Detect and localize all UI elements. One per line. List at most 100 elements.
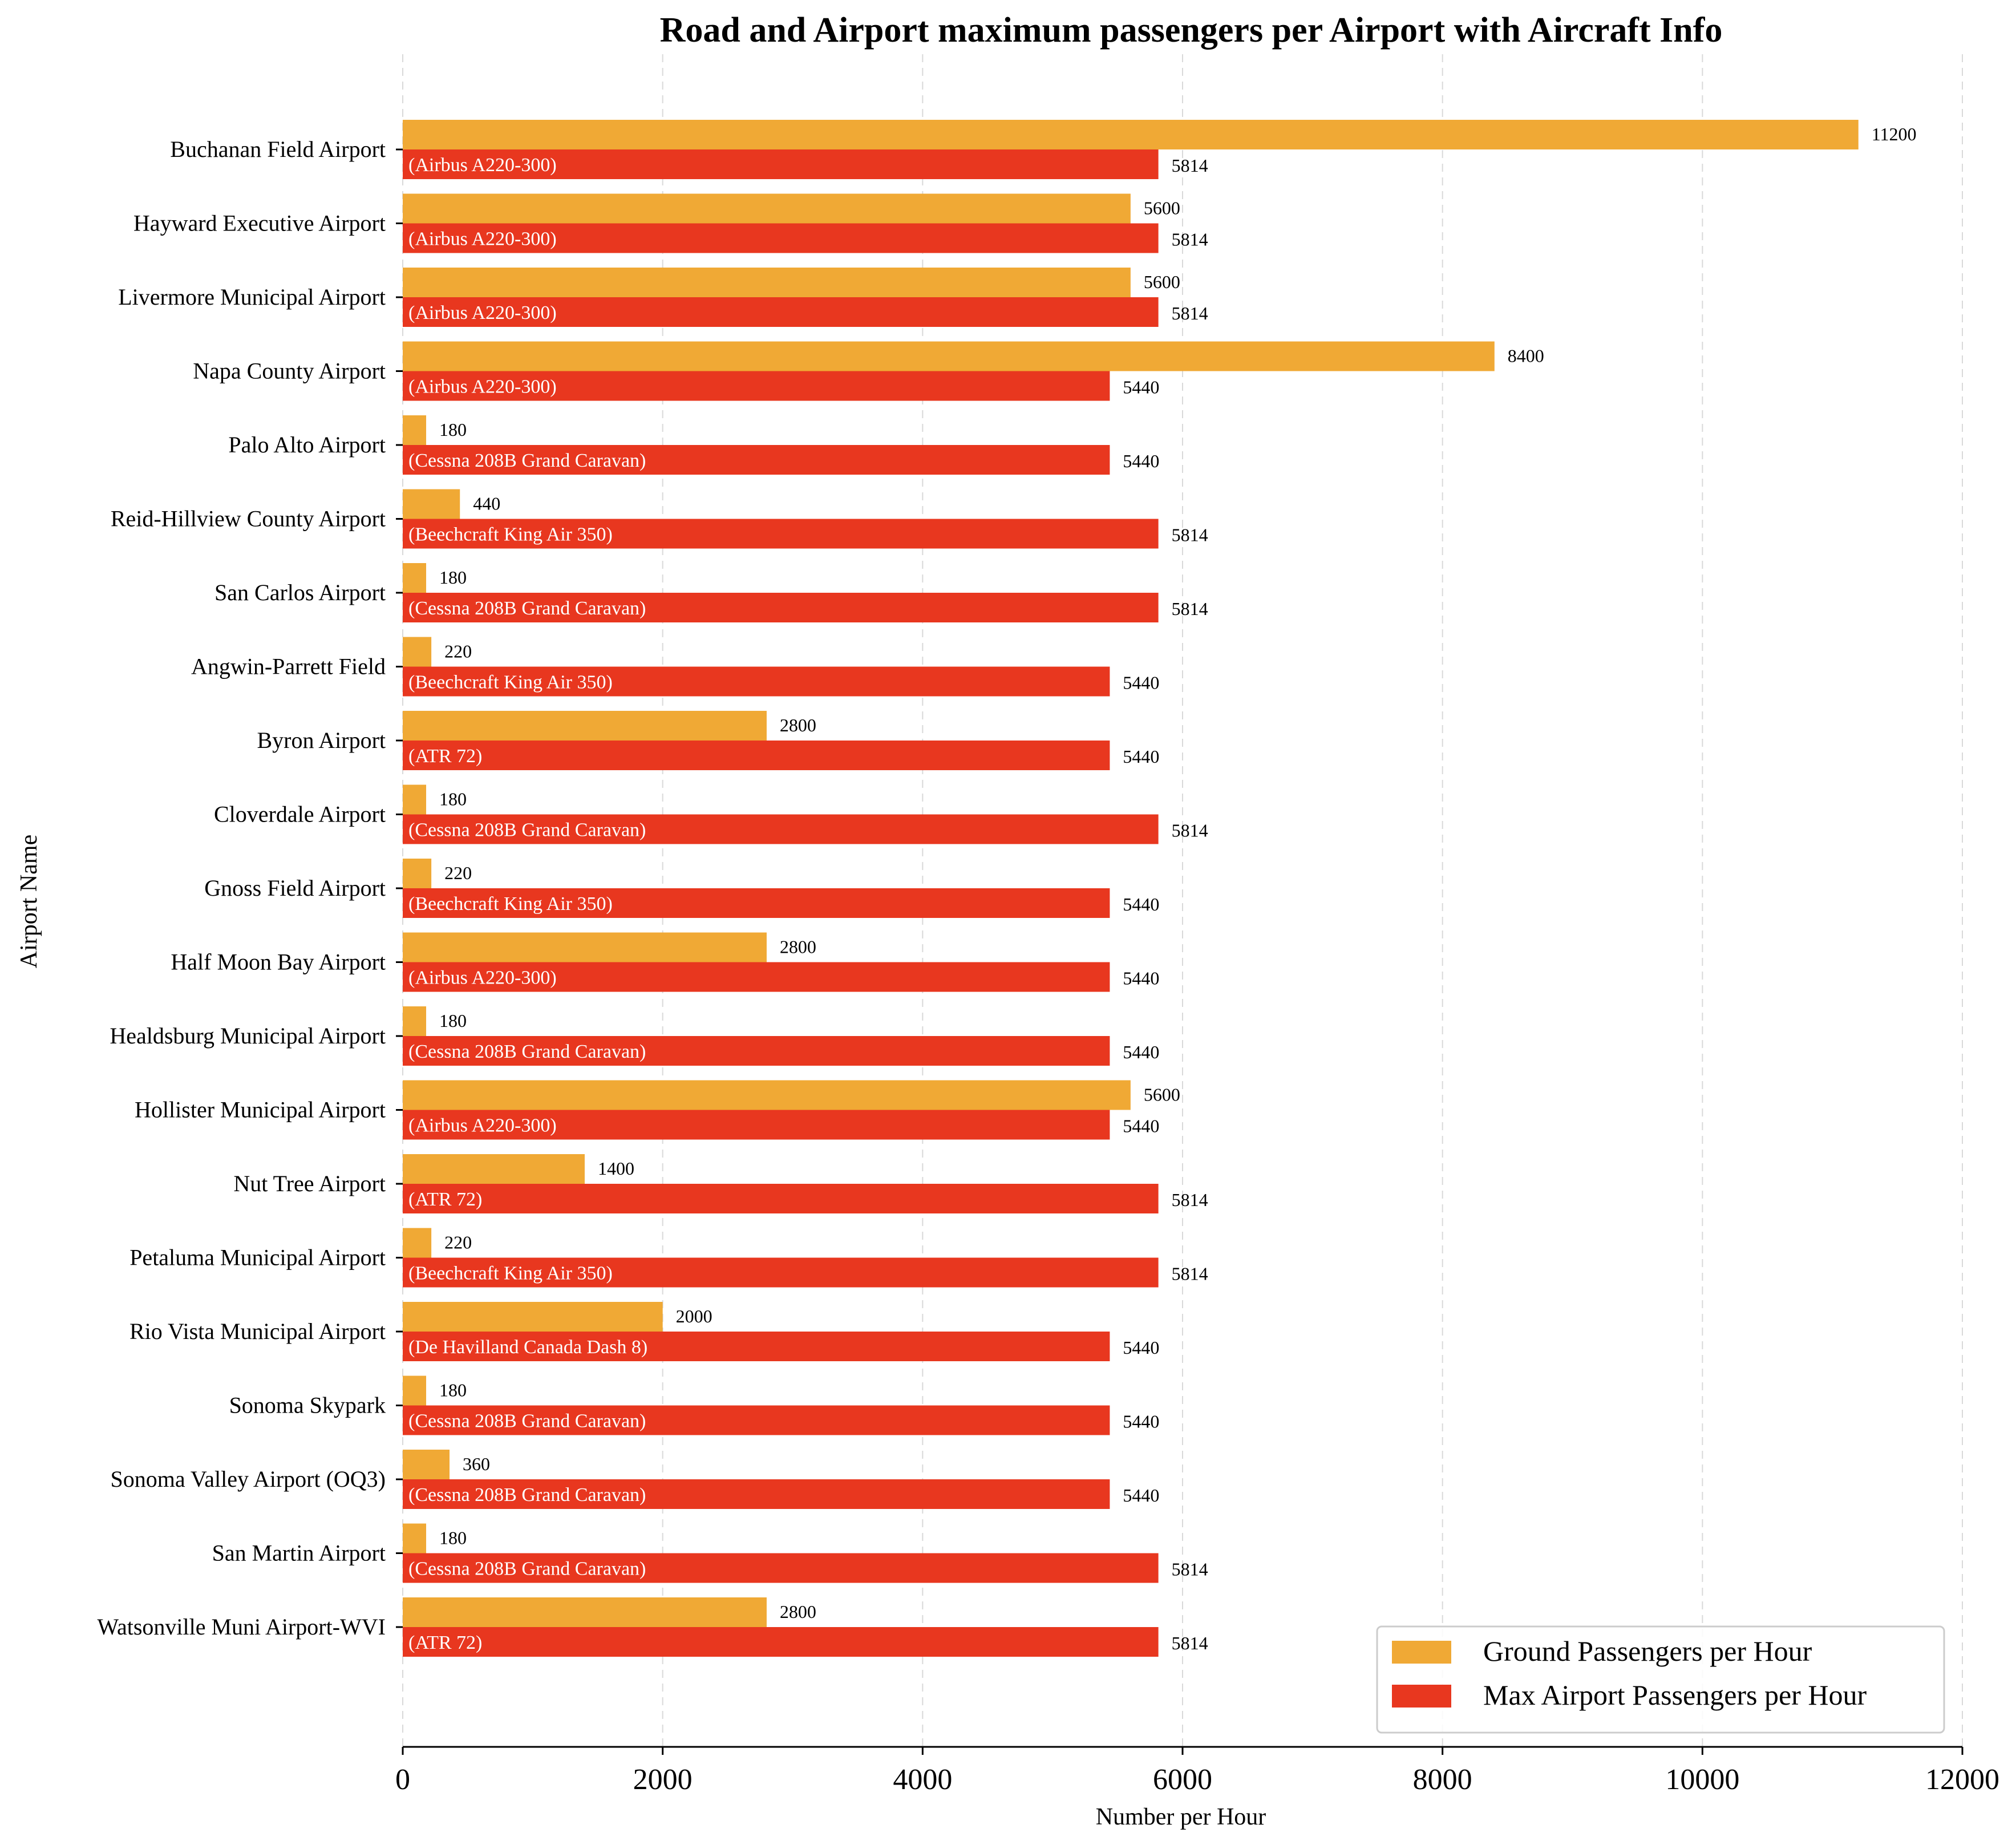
chart-title: Road and Airport maximum passengers per … [660, 11, 1723, 50]
max-airport-bar [403, 962, 1110, 992]
ground-bar [403, 1154, 585, 1184]
ground-bar [403, 1302, 663, 1332]
max-airport-bar [403, 888, 1110, 918]
ground-value-label: 2800 [780, 1601, 816, 1622]
x-tick-label: 12000 [1925, 1763, 1999, 1796]
aircraft-label: (ATR 72) [408, 746, 482, 767]
x-ticks: 0 2000 4000 6000 8000 10000 12000 [395, 1747, 1999, 1796]
y-tick-label: Byron Airport [257, 727, 386, 753]
x-tick-label: 10000 [1665, 1763, 1739, 1796]
ground-value-label: 220 [444, 1232, 472, 1253]
max-airport-value-label: 5814 [1172, 1264, 1208, 1284]
max-airport-value-label: 5440 [1123, 1116, 1159, 1136]
max-airport-value-label: 5440 [1123, 1042, 1159, 1062]
y-tick-label: Reid-Hillview County Airport [111, 506, 386, 532]
max-airport-value-label: 5440 [1123, 1411, 1159, 1432]
ground-value-label: 2000 [676, 1306, 713, 1326]
x-tick-label: 0 [395, 1763, 410, 1796]
ground-bar [403, 1523, 427, 1553]
max-airport-bar [403, 1184, 1159, 1213]
ground-value-label: 2800 [780, 715, 816, 735]
ground-value-label: 220 [444, 863, 472, 883]
ground-value-label: 11200 [1872, 124, 1917, 144]
max-airport-value-label: 5440 [1123, 1485, 1159, 1506]
x-tick-label: 4000 [893, 1763, 952, 1796]
ground-value-label: 5600 [1144, 1085, 1180, 1105]
y-tick-label: Angwin-Parrett Field [191, 654, 386, 679]
max-airport-bar [403, 1036, 1110, 1066]
ground-value-label: 5600 [1144, 198, 1180, 219]
max-airport-value-label: 5440 [1123, 746, 1159, 767]
max-airport-bar [403, 1332, 1110, 1361]
max-airport-value-label: 5814 [1172, 525, 1208, 545]
aircraft-label: (Beechcraft King Air 350) [408, 524, 613, 545]
ground-bar [403, 193, 1131, 224]
aircraft-label: (Cessna 208B Grand Caravan) [408, 1041, 646, 1062]
y-tick-label: Livermore Municipal Airport [118, 284, 386, 310]
aircraft-label: (Cessna 208B Grand Caravan) [408, 450, 646, 471]
ground-bar [403, 1597, 767, 1627]
x-tick-label: 6000 [1153, 1763, 1212, 1796]
ground-value-label: 180 [439, 419, 467, 440]
ground-bar [403, 784, 427, 815]
ground-bar [403, 268, 1131, 297]
y-tick-label: Buchanan Field Airport [170, 136, 386, 162]
aircraft-label: (Airbus A220-300) [408, 229, 557, 250]
max-airport-bar [403, 223, 1159, 253]
bars: 11200 5814 (Airbus A220-300) 5600 5814 (Airbu… [403, 120, 1917, 1657]
max-airport-value-label: 5440 [1123, 894, 1159, 915]
max-airport-bar [403, 1405, 1110, 1435]
max-airport-value-label: 5440 [1123, 673, 1159, 693]
ground-value-label: 1400 [598, 1158, 634, 1179]
max-airport-bar [403, 666, 1110, 697]
legend-swatch-max-airport [1392, 1685, 1451, 1708]
y-tick-label: Healdsburg Municipal Airport [110, 1023, 386, 1049]
aircraft-label: (Beechcraft King Air 350) [408, 893, 613, 915]
ground-bar [403, 932, 767, 962]
x-tick-label: 2000 [633, 1763, 693, 1796]
aircraft-label: (Airbus A220-300) [408, 302, 557, 323]
max-airport-value-label: 5440 [1123, 968, 1159, 989]
y-tick-label: Palo Alto Airport [228, 432, 386, 458]
legend-swatch-ground [1392, 1641, 1451, 1664]
legend-box [1376, 1625, 1945, 1734]
ground-value-label: 220 [444, 641, 472, 662]
legend-label-ground: Ground Passengers per Hour [1483, 1635, 1812, 1667]
max-airport-bar [403, 593, 1159, 622]
ground-value-label: 180 [439, 567, 467, 588]
y-tick-label: Half Moon Bay Airport [171, 949, 386, 975]
aircraft-label: (Beechcraft King Air 350) [408, 1263, 613, 1284]
ground-bar [403, 341, 1495, 371]
max-airport-bar [403, 741, 1110, 770]
legend: Ground Passengers per Hour Max Airport P… [1376, 1625, 1945, 1734]
max-airport-value-label: 5814 [1172, 155, 1208, 176]
y-tick-label: Nut Tree Airport [233, 1171, 386, 1196]
ground-bar [403, 1080, 1131, 1110]
max-airport-bar [403, 1257, 1159, 1288]
y-tick-labels: Buchanan Field Airport Hayward Executive … [97, 136, 403, 1640]
max-airport-value-label: 5440 [1123, 377, 1159, 398]
ground-bar [403, 711, 767, 741]
x-axis-label: Number per Hour [1096, 1804, 1266, 1830]
aircraft-label: (Cessna 208B Grand Caravan) [408, 598, 646, 619]
legend-label-max-airport: Max Airport Passengers per Hour [1483, 1679, 1867, 1711]
y-tick-label: Hayward Executive Airport [133, 211, 386, 236]
aircraft-label: (Beechcraft King Air 350) [408, 672, 613, 693]
y-tick-label: Rio Vista Municipal Airport [129, 1318, 386, 1344]
ground-value-label: 180 [439, 1528, 467, 1548]
aircraft-label: (Cessna 208B Grand Caravan) [408, 1484, 646, 1506]
y-axis-label: Airport Name [16, 835, 42, 968]
max-airport-bar [403, 297, 1159, 327]
aircraft-label: (ATR 72) [408, 1632, 482, 1653]
ground-value-label: 180 [439, 1010, 467, 1031]
max-airport-bar [403, 149, 1159, 179]
x-tick-label: 8000 [1413, 1763, 1472, 1796]
ground-bar [403, 637, 432, 667]
aircraft-label: (Airbus A220-300) [408, 968, 557, 989]
aircraft-label: (ATR 72) [408, 1189, 482, 1210]
max-airport-bar [403, 371, 1110, 401]
aircraft-label: (Airbus A220-300) [408, 1115, 557, 1136]
aircraft-label: (Airbus A220-300) [408, 155, 557, 176]
ground-bar [403, 415, 427, 445]
y-tick-label: Hollister Municipal Airport [135, 1097, 386, 1123]
